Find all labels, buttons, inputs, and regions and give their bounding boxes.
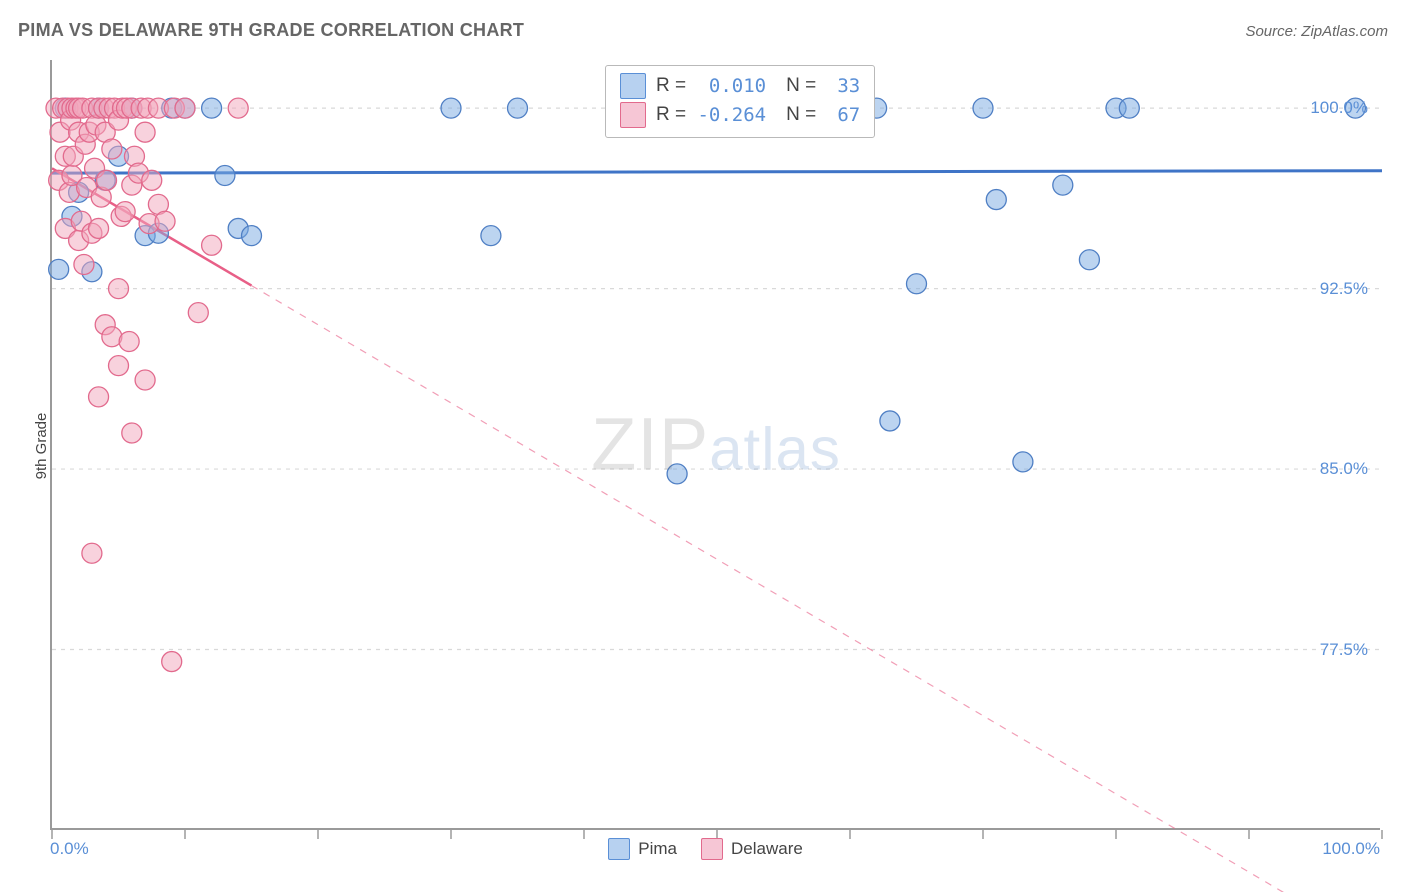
delaware-r-value: -0.264 <box>696 101 766 130</box>
delaware-swatch <box>620 102 646 128</box>
legend-delaware: Delaware <box>701 838 803 860</box>
y-tick-label: 100.0% <box>1310 98 1368 118</box>
stats-legend-box: R = 0.010 N = 33 R = -0.264 N = 67 <box>605 65 875 138</box>
y-tick-label: 85.0% <box>1320 459 1368 479</box>
x-axis: 0.0% Pima Delaware 100.0% <box>50 838 1380 860</box>
plot-area: ZIPatlas R = 0.010 N = 33 R = -0.264 N =… <box>50 60 1380 830</box>
source-label: Source: ZipAtlas.com <box>1245 23 1388 40</box>
pima-swatch-icon <box>608 838 630 860</box>
y-tick-label: 77.5% <box>1320 640 1368 660</box>
delaware-swatch-icon <box>701 838 723 860</box>
stats-row-delaware: R = -0.264 N = 67 <box>620 101 860 130</box>
legend-pima-label: Pima <box>638 839 677 859</box>
delaware-n-value: 67 <box>826 101 860 130</box>
y-tick-label: 92.5% <box>1320 279 1368 299</box>
legend-delaware-label: Delaware <box>731 839 803 859</box>
chart-title: PIMA VS DELAWARE 9TH GRADE CORRELATION C… <box>18 20 524 41</box>
pima-r-value: 0.010 <box>696 72 766 101</box>
bottom-legend: Pima Delaware <box>608 838 803 860</box>
scatter-chart <box>52 60 1380 828</box>
pima-swatch <box>620 73 646 99</box>
legend-pima: Pima <box>608 838 677 860</box>
pima-n-value: 33 <box>826 72 860 101</box>
stats-row-pima: R = 0.010 N = 33 <box>620 72 860 101</box>
x-tick-first: 0.0% <box>50 839 89 859</box>
y-axis-label: 9th Grade <box>33 413 50 480</box>
x-tick-last: 100.0% <box>1322 839 1380 859</box>
